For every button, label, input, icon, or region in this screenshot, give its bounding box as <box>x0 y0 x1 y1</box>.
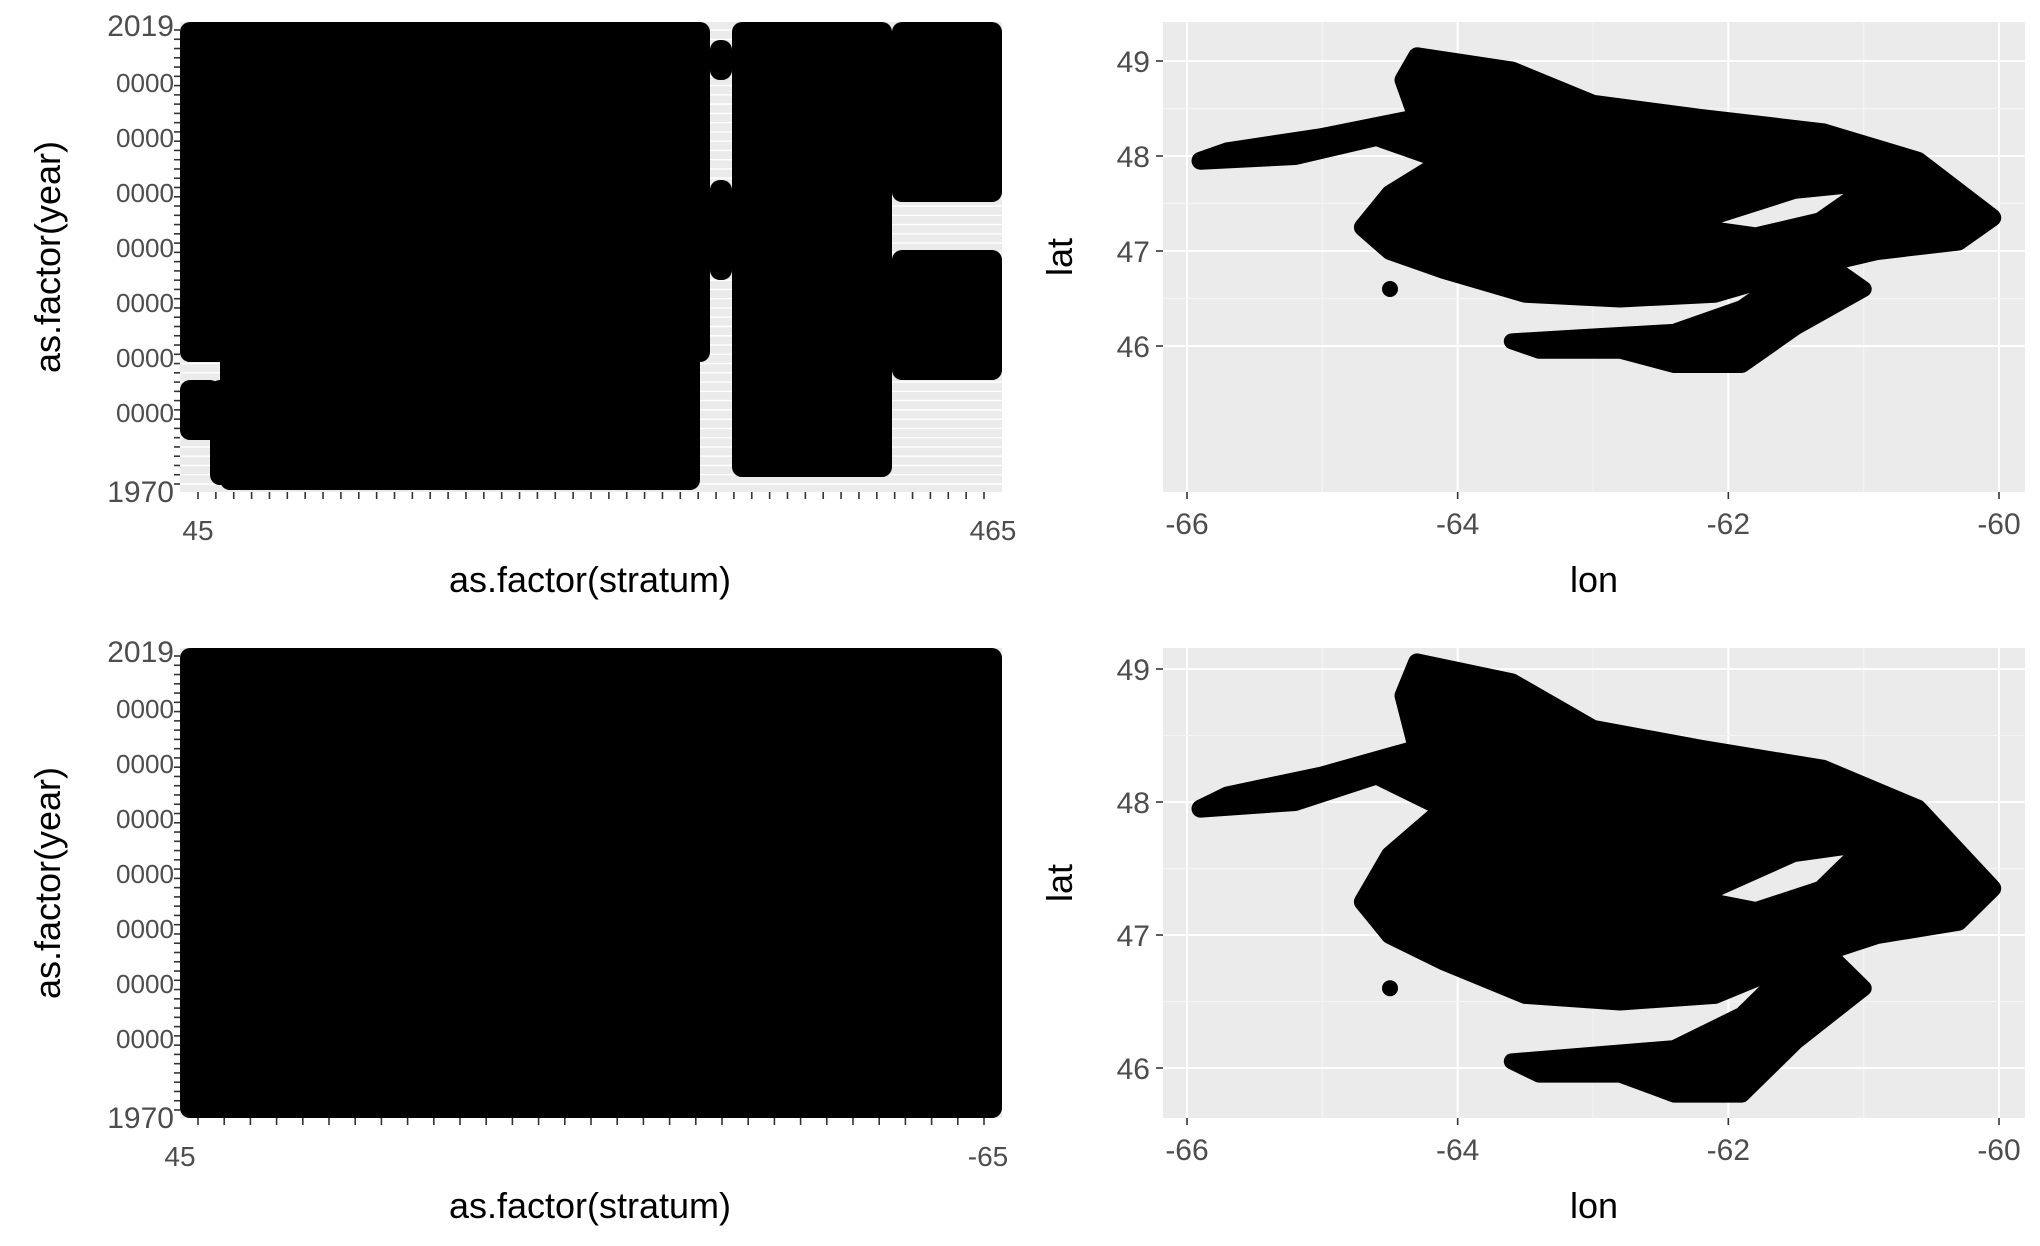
panel-stratum-year-bottom: 0000 0000 0000 0000 0000 0000 0000 2019 1970 4… <box>27 636 1008 1226</box>
x-tick-label: -66 <box>1165 508 1208 541</box>
point-cloud <box>180 648 1002 1118</box>
y-axis-title: as.factor(year) <box>27 141 68 373</box>
y-tick-label: 0000 <box>116 233 174 263</box>
tick-labels: -66 -64 -62 -60 46 47 48 49 <box>1117 654 2021 1167</box>
x-tick-label: 45 <box>164 1141 195 1172</box>
point-cluster <box>180 380 220 440</box>
y-tick-label: 1970 <box>107 1102 174 1135</box>
x-tick-label: 465 <box>970 515 1017 546</box>
point-cloud-main <box>1191 47 2002 308</box>
point-cluster <box>180 22 710 362</box>
y-axis-title: lat <box>1039 864 1080 902</box>
x-tick-label: -60 <box>1977 1134 2020 1167</box>
x-tick-label: -65 <box>968 1141 1008 1172</box>
y-tick-label: 0000 <box>116 694 174 724</box>
panel-lon-lat-top: -66 -64 -62 -60 46 47 48 49 lon lat <box>1039 22 2025 600</box>
point <box>1382 980 1398 997</box>
point-cluster <box>220 340 700 490</box>
point-cloud-south <box>1503 252 1872 373</box>
x-axis-title: as.factor(stratum) <box>449 1185 731 1226</box>
y-tick-label: 0000 <box>116 914 174 944</box>
x-tick-label: 45 <box>182 515 213 546</box>
y-tick-label: 48 <box>1117 141 1150 174</box>
y-tick-label: 0000 <box>116 804 174 834</box>
x-axis <box>197 1118 985 1125</box>
y-tick-label: 0000 <box>116 859 174 889</box>
point-cloud <box>1191 47 2002 373</box>
y-tick-label: 2019 <box>107 10 174 43</box>
x-tick-label: -62 <box>1707 508 1750 541</box>
x-tick-label: -64 <box>1436 508 1479 541</box>
y-tick-label: 48 <box>1117 787 1150 820</box>
y-tick-label: 0000 <box>116 343 174 373</box>
point-cluster <box>710 40 732 80</box>
y-axis: 0000 0000 0000 0000 0000 0000 0000 <box>116 29 180 485</box>
point-cloud <box>180 22 1002 490</box>
point-cloud-south <box>1503 940 1872 1103</box>
y-tick-label: 0000 <box>116 68 174 98</box>
y-axis-title: lat <box>1039 238 1080 276</box>
x-axis-title: as.factor(stratum) <box>449 559 731 600</box>
y-tick-label: 46 <box>1117 1053 1150 1086</box>
y-tick-label: 0000 <box>116 749 174 779</box>
point-cluster <box>732 22 892 477</box>
point <box>1429 81 1446 98</box>
panel-stratum-year-top: 0000 0000 0000 0000 0000 0000 0000 2019 1970 4… <box>27 10 1016 600</box>
y-tick-label: 49 <box>1117 46 1150 79</box>
y-tick-label: 2019 <box>107 636 174 669</box>
x-tick-label: -60 <box>1977 508 2020 541</box>
point-cluster <box>892 250 1002 380</box>
x-axis <box>197 492 985 499</box>
point-cloud <box>1191 653 2002 1103</box>
y-tick-label: 49 <box>1117 654 1150 687</box>
y-axis-title: as.factor(year) <box>27 767 68 999</box>
x-tick-label: -62 <box>1707 1134 1750 1167</box>
y-tick-label: 47 <box>1117 236 1150 269</box>
y-tick-label: 0000 <box>116 288 174 318</box>
point-cloud-main <box>1191 653 2002 1011</box>
point-cluster <box>892 22 1002 202</box>
point <box>1382 281 1398 297</box>
x-axis-title: lon <box>1570 559 1618 600</box>
y-tick-label: 1970 <box>107 476 174 509</box>
y-tick-label: 0000 <box>116 398 174 428</box>
panel-lon-lat-bottom: -66 -64 -62 -60 46 47 48 49 lon lat <box>1039 648 2025 1226</box>
tick-labels: -66 -64 -62 -60 46 47 48 49 <box>1117 46 2021 541</box>
x-tick-label: -64 <box>1436 1134 1479 1167</box>
y-tick-label: 0000 <box>116 969 174 999</box>
point <box>1429 700 1446 717</box>
point-cluster <box>710 180 732 280</box>
point-cluster <box>180 648 1002 1118</box>
point-cloud-gap <box>1721 194 1844 228</box>
y-tick-label: 0000 <box>116 1024 174 1054</box>
x-tick-label: -66 <box>1165 1134 1208 1167</box>
point-cloud-gap <box>1721 855 1844 902</box>
y-axis: 0000 0000 0000 0000 0000 0000 0000 <box>116 655 180 1111</box>
y-tick-label: 46 <box>1117 331 1150 364</box>
y-tick-label: 47 <box>1117 920 1150 953</box>
point-cluster <box>210 380 330 485</box>
y-tick-label: 0000 <box>116 123 174 153</box>
y-tick-label: 0000 <box>116 178 174 208</box>
x-axis-title: lon <box>1570 1185 1618 1226</box>
